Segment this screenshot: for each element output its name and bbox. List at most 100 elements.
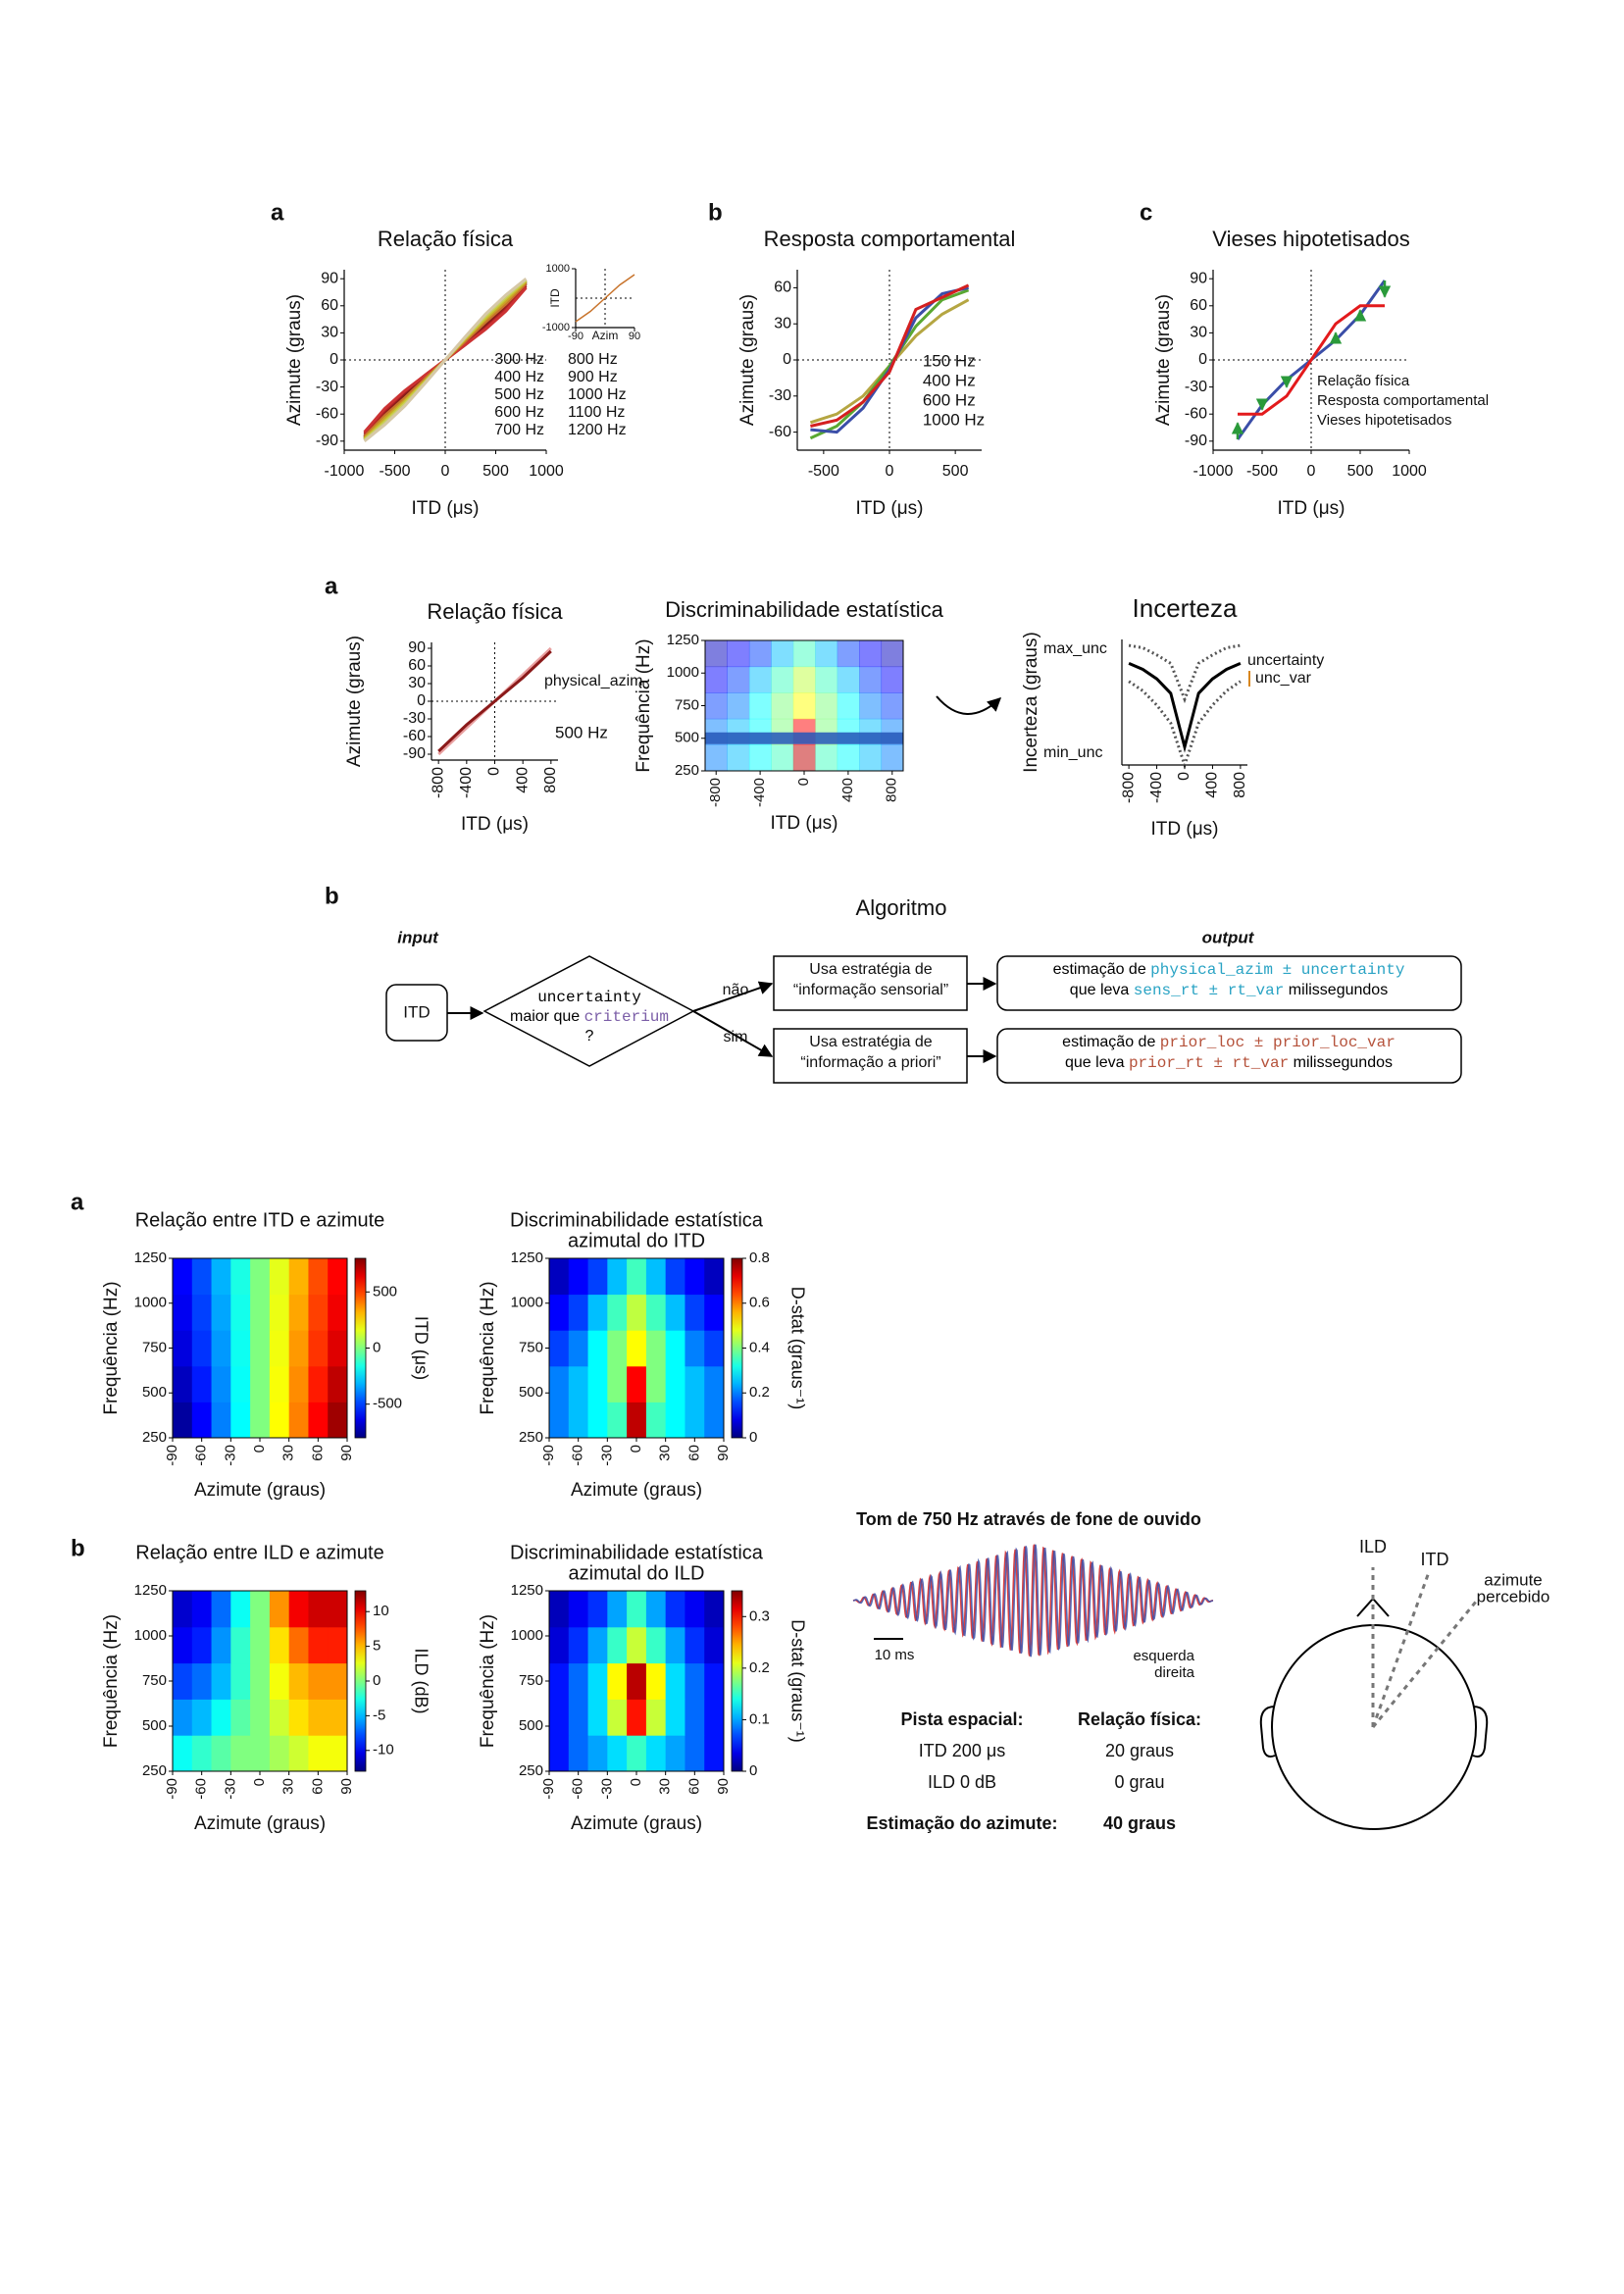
heat-cell — [250, 1591, 271, 1628]
heat-cell — [250, 1330, 271, 1367]
branch-label: não — [723, 982, 749, 998]
colorbar-tick-label: 0.4 — [749, 1339, 770, 1355]
heat-cell — [665, 1294, 685, 1331]
strategy-text: Usa estratégia de — [809, 961, 933, 978]
waveform — [852, 1544, 1214, 1657]
heat-cell — [704, 1626, 725, 1664]
colorbar-tick-label: 0 — [373, 1672, 381, 1689]
data-line — [810, 283, 970, 428]
y-tick-label: -60 — [769, 424, 791, 440]
heat-cell — [308, 1591, 329, 1628]
data-line — [575, 274, 635, 323]
heat-cell — [881, 666, 904, 693]
x-axis-label: ITD (μs) — [771, 813, 838, 834]
y-tick-label: 90 — [321, 270, 338, 286]
y-tick-label: -30 — [769, 387, 791, 404]
heat-cell — [250, 1699, 271, 1736]
heat-cell — [288, 1735, 309, 1772]
legend-entry: 700 Hz — [494, 422, 544, 438]
heat-cell — [685, 1662, 705, 1700]
x-axis-label: ITD (μs) — [1151, 819, 1219, 840]
heat-cell — [627, 1591, 647, 1628]
heat-cell — [748, 666, 772, 693]
legend-entry: 150 Hz — [923, 351, 976, 370]
panel-label: b — [71, 1535, 85, 1561]
heat-cell — [704, 1365, 725, 1402]
y-tick-label: 0 — [783, 351, 791, 368]
heat-cell — [815, 666, 838, 693]
x-tick-label: -60 — [570, 1445, 586, 1466]
colorbar-tick-label: -500 — [373, 1396, 402, 1412]
x-axis-label: ITD (μs) — [461, 814, 529, 835]
start-text: ITD — [403, 1002, 430, 1021]
legend-entry: 300 Hz — [494, 351, 544, 368]
heat-cell — [704, 1735, 725, 1772]
heat-cell — [230, 1591, 251, 1628]
heat-cell — [288, 1402, 309, 1439]
heat-cell — [645, 1626, 667, 1664]
heat-cell — [705, 666, 728, 693]
y-tick-label: 1000 — [511, 1627, 543, 1644]
heat-cell — [191, 1591, 213, 1628]
perceived-direction — [1371, 1601, 1478, 1728]
text-span: milissegundos — [1289, 1054, 1393, 1071]
panel-label: b — [708, 199, 723, 226]
heat-cell — [230, 1258, 251, 1296]
heat-cell — [685, 1591, 705, 1628]
y-tick-label: 60 — [408, 657, 426, 674]
text-span: maior que — [510, 1008, 584, 1025]
heat-cell — [191, 1258, 213, 1296]
x-tick-label: -400 — [751, 778, 768, 807]
heat-cell — [269, 1699, 290, 1736]
x-tick-label: -800 — [430, 767, 446, 798]
y-tick-label: 1000 — [134, 1627, 167, 1644]
flow-text: estimação de physical_azim ± uncertainty — [1053, 961, 1405, 979]
heat-cell — [645, 1662, 667, 1700]
x-tick-label: -30 — [222, 1778, 238, 1800]
heat-cell — [308, 1365, 329, 1402]
flow-text: ? — [585, 1028, 594, 1045]
legend-entry: 800 Hz — [568, 351, 618, 368]
text-span: estimação de — [1053, 961, 1151, 978]
y-tick-label: 0 — [417, 692, 426, 709]
heat-cell — [211, 1294, 231, 1331]
heat-cell — [705, 692, 728, 720]
chart-title: Relação entre ILD e azimute — [135, 1542, 383, 1563]
heat-cell — [645, 1294, 667, 1331]
y-axis-label: Frequência (Hz) — [101, 1281, 122, 1414]
heat-cell — [859, 744, 883, 772]
data-line — [1128, 662, 1242, 753]
heat-cell — [837, 692, 860, 720]
heat-cell — [665, 1662, 685, 1700]
data-line — [809, 288, 970, 440]
code-span: criterium — [584, 1008, 669, 1026]
legend-entry: 600 Hz — [923, 390, 976, 409]
heat-cell — [288, 1294, 309, 1331]
x-tick-label: 0 — [628, 1778, 644, 1786]
x-tick-label: 0 — [1307, 463, 1316, 480]
heat-cell — [645, 1330, 667, 1367]
heat-cell — [645, 1735, 667, 1772]
heat-cell — [792, 692, 816, 720]
annotation: unc_var — [1255, 670, 1312, 687]
x-axis-label: ITD (μs) — [856, 498, 924, 519]
colorbar-tick-label: 500 — [373, 1283, 397, 1300]
heat-cell — [308, 1626, 329, 1664]
flow-text: que leva prior_rt ± rt_var milissegundos — [1065, 1054, 1393, 1072]
colorbar-tick-label: 10 — [373, 1603, 389, 1619]
code-span: sens_rt ± rt_var — [1134, 982, 1285, 999]
x-tick-label: -60 — [193, 1778, 210, 1800]
heat-cell — [173, 1294, 193, 1331]
x-tick-label: -400 — [1148, 772, 1165, 803]
flow-arrow — [692, 981, 774, 1012]
heat-cell — [627, 1330, 647, 1367]
colorbar-tick-label: 0 — [373, 1339, 381, 1355]
colorbar-tick-label: 0.2 — [749, 1384, 770, 1401]
heat-cell — [792, 640, 816, 668]
legend-entry: 1000 Hz — [568, 386, 627, 403]
x-tick-label: -90 — [164, 1778, 180, 1800]
output-label: output — [1202, 928, 1255, 946]
flowchart: b Algoritmo input output ITD uncertainty maior… — [325, 883, 1462, 1084]
